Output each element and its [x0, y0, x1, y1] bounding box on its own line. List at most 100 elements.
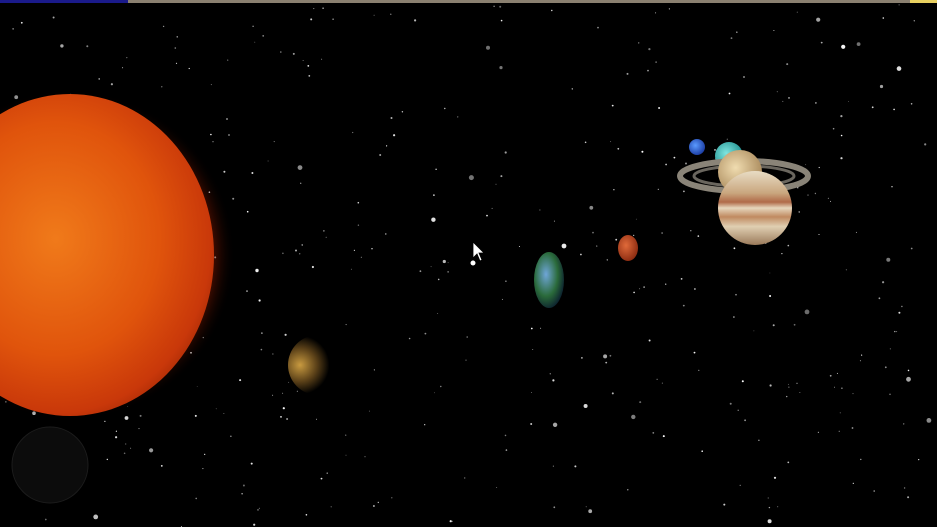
- star: [280, 51, 282, 53]
- star: [261, 332, 263, 334]
- star: [282, 253, 284, 255]
- star: [352, 132, 353, 133]
- star: [769, 295, 771, 297]
- star: [115, 436, 117, 438]
- star: [786, 396, 787, 397]
- star: [532, 349, 533, 350]
- star: [894, 331, 895, 332]
- jupiter[interactable]: [718, 171, 792, 245]
- star: [612, 105, 614, 107]
- star: [369, 411, 370, 412]
- star: [908, 370, 910, 372]
- star: [906, 377, 911, 382]
- star: [885, 366, 887, 368]
- star: [788, 387, 789, 388]
- star: [232, 198, 234, 200]
- star: [886, 258, 890, 262]
- star: [519, 246, 520, 247]
- star: [918, 459, 919, 460]
- star: [655, 61, 657, 63]
- star: [204, 454, 205, 455]
- star: [506, 449, 508, 451]
- star: [361, 257, 362, 258]
- star: [310, 18, 312, 20]
- star: [647, 70, 649, 72]
- star: [316, 419, 317, 420]
- star: [195, 498, 197, 500]
- neptune[interactable]: [689, 139, 705, 155]
- top-bar: [0, 0, 128, 3]
- star: [665, 284, 666, 285]
- star: [585, 142, 587, 144]
- star: [729, 93, 731, 95]
- star: [486, 215, 488, 217]
- star: [861, 355, 862, 356]
- star: [872, 106, 874, 108]
- star: [227, 60, 228, 61]
- star: [636, 219, 637, 220]
- star: [321, 478, 323, 480]
- star: [848, 101, 849, 102]
- star: [770, 273, 771, 274]
- star: [223, 171, 225, 173]
- star: [139, 428, 140, 429]
- star: [840, 157, 842, 159]
- star: [805, 164, 806, 165]
- star: [530, 423, 532, 425]
- star: [241, 493, 242, 494]
- star: [327, 473, 328, 474]
- star: [312, 266, 314, 268]
- star: [927, 418, 932, 423]
- star: [685, 163, 687, 165]
- star: [125, 443, 126, 444]
- star: [496, 184, 497, 185]
- star: [769, 507, 770, 508]
- star: [553, 466, 554, 467]
- star: [332, 18, 334, 20]
- star: [435, 169, 436, 170]
- star: [574, 465, 576, 467]
- star: [448, 262, 449, 263]
- star: [743, 76, 745, 78]
- star: [896, 331, 897, 332]
- star: [607, 259, 608, 260]
- star: [730, 403, 732, 405]
- star: [837, 373, 838, 374]
- star: [434, 392, 435, 393]
- star: [247, 211, 249, 213]
- star: [228, 134, 230, 136]
- star: [734, 247, 736, 249]
- star: [554, 221, 555, 222]
- star: [853, 393, 854, 394]
- star: [821, 42, 823, 44]
- star: [501, 20, 503, 22]
- star: [424, 424, 425, 425]
- dark-planet[interactable]: [12, 427, 88, 503]
- star: [758, 440, 759, 441]
- star: [499, 6, 501, 8]
- star: [694, 288, 696, 290]
- star: [14, 95, 18, 99]
- star: [464, 477, 465, 478]
- star: [800, 392, 801, 393]
- star: [21, 22, 23, 24]
- mercury[interactable]: [288, 335, 348, 395]
- star: [839, 431, 840, 432]
- star: [93, 515, 98, 520]
- earth[interactable]: [534, 252, 564, 308]
- star: [641, 151, 643, 153]
- star: [86, 45, 88, 47]
- star: [649, 340, 651, 342]
- star: [897, 66, 902, 71]
- star: [740, 485, 741, 486]
- star: [834, 387, 835, 388]
- mars[interactable]: [618, 235, 638, 261]
- star: [259, 299, 261, 301]
- star: [373, 505, 375, 507]
- star: [615, 239, 617, 241]
- star: [161, 465, 163, 467]
- star: [211, 84, 212, 85]
- star: [297, 391, 298, 392]
- star: [698, 235, 700, 237]
- star: [300, 183, 301, 184]
